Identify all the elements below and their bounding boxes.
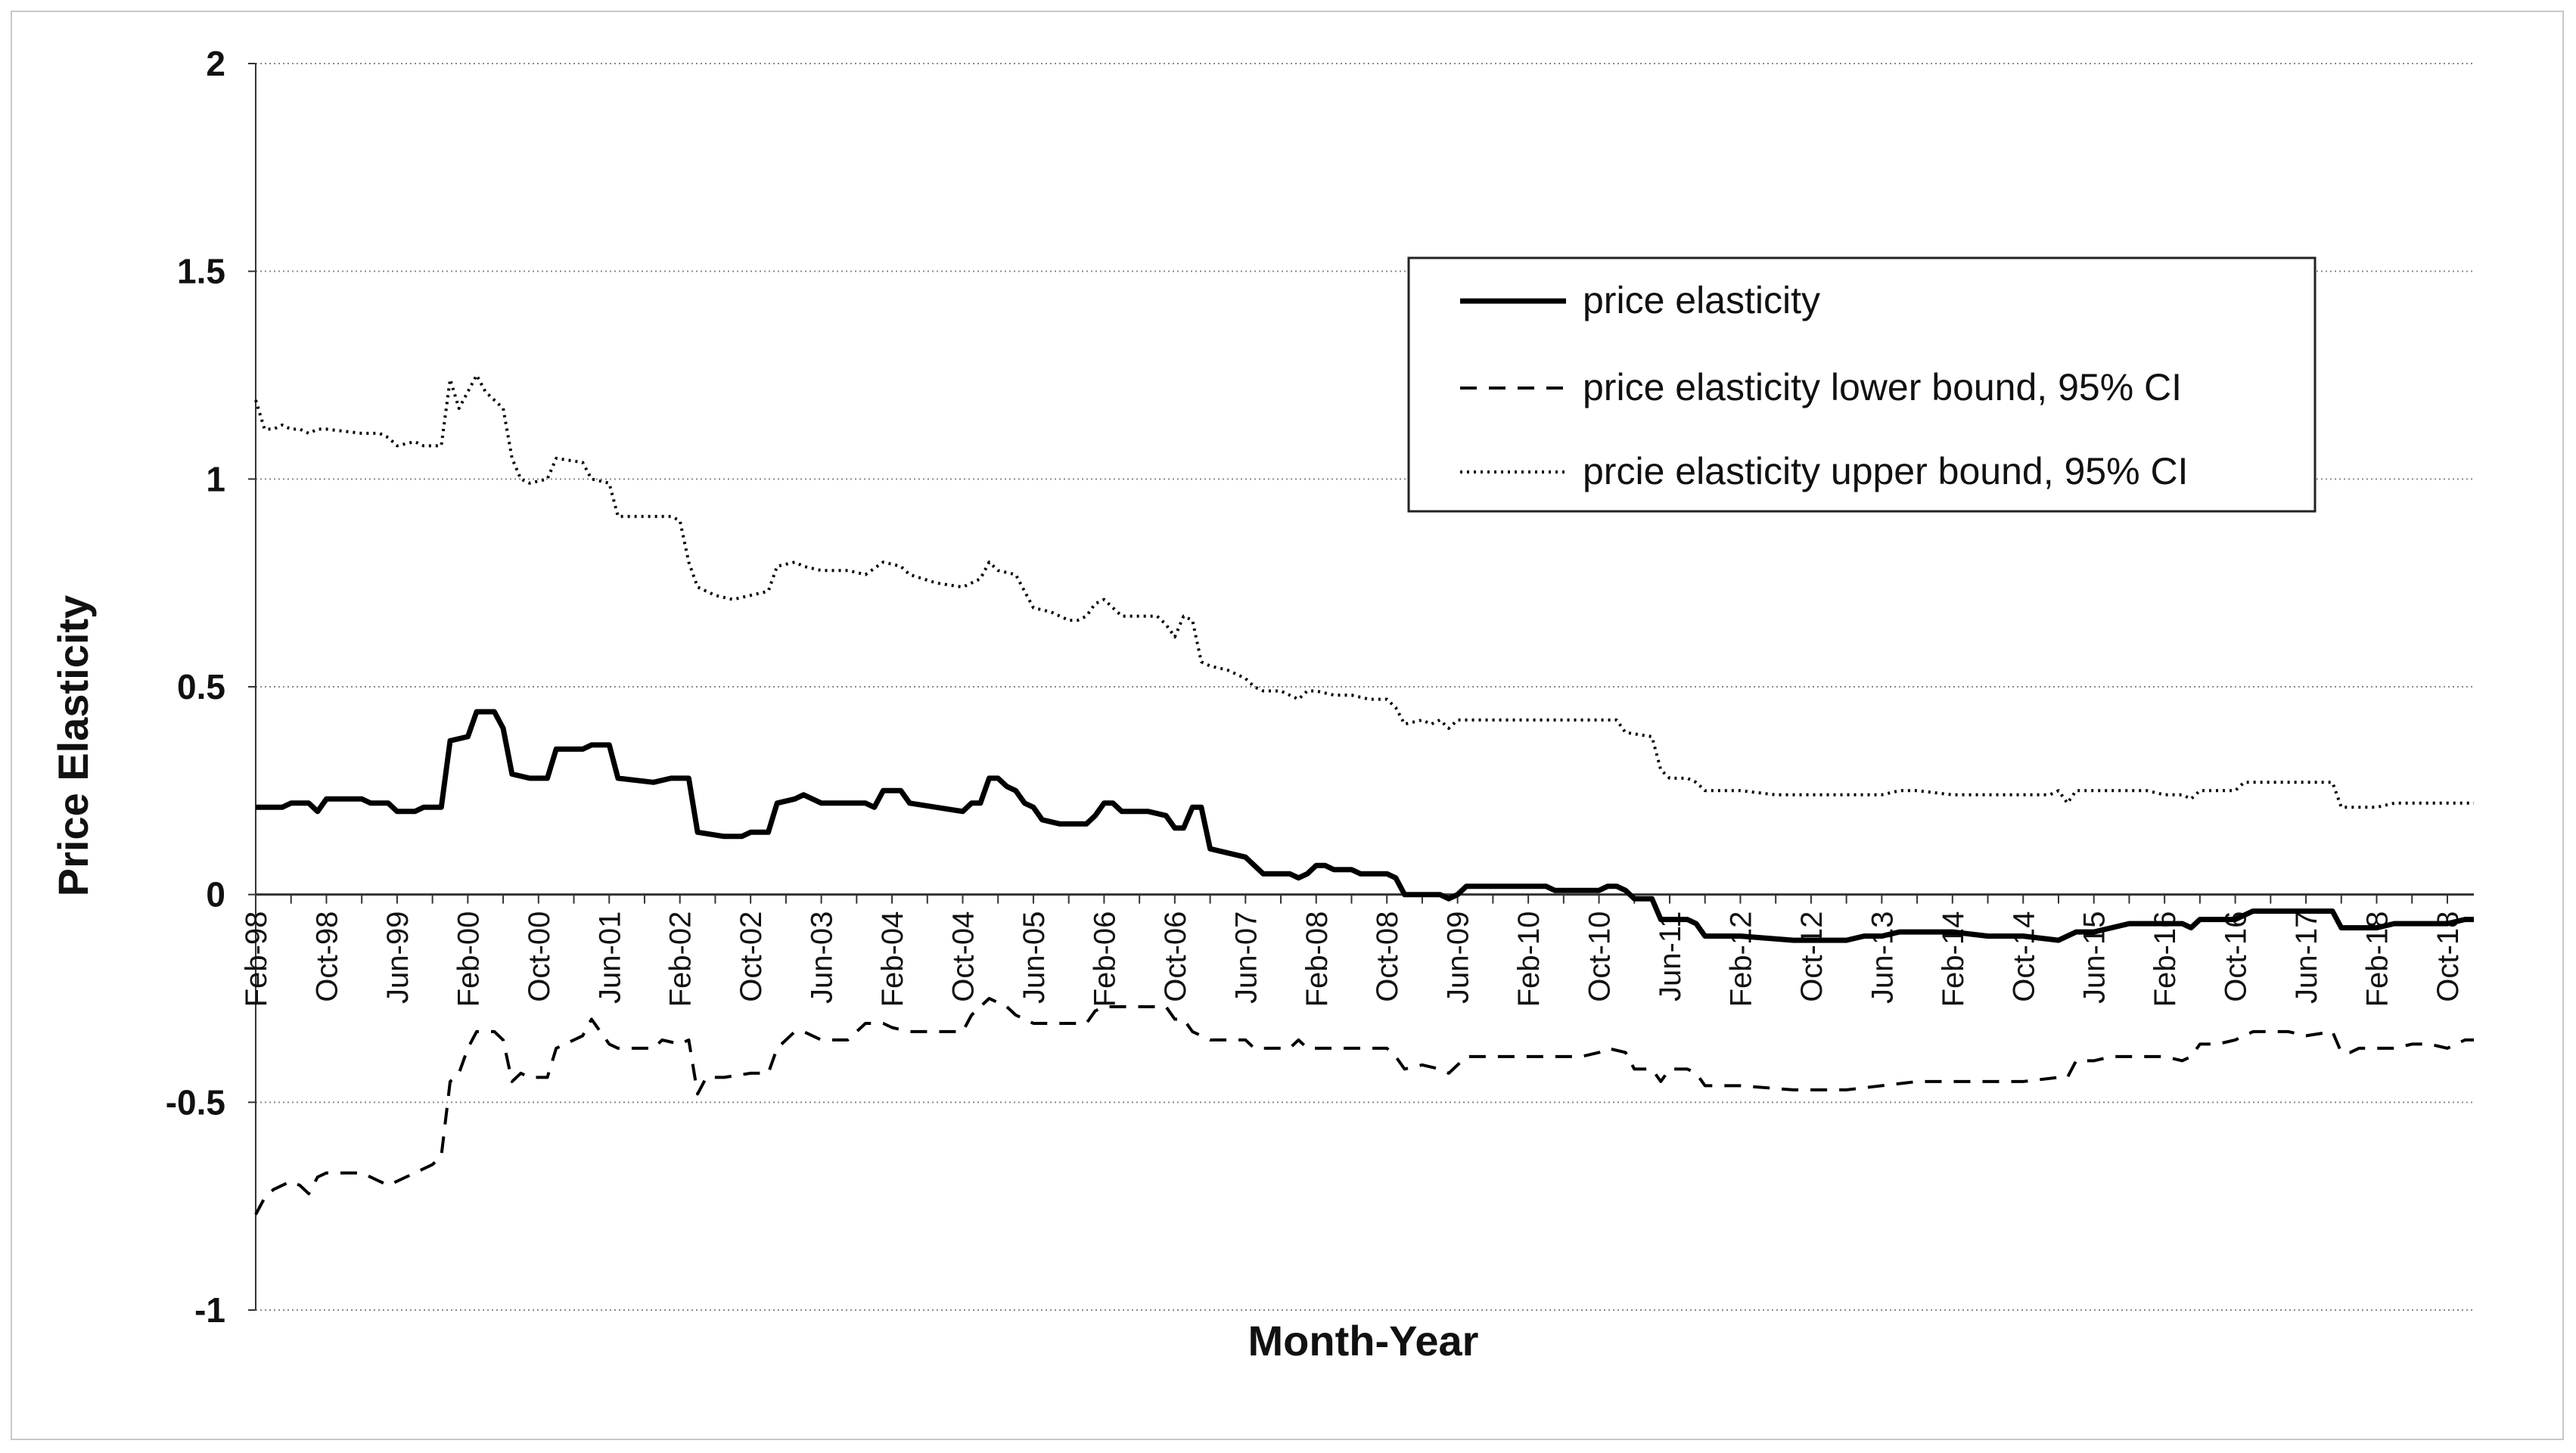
x-tick-label: Oct-12 <box>1795 911 1829 1002</box>
legend-label-lower-bound: price elasticity lower bound, 95% CI <box>1583 366 2182 408</box>
y-tick-label: 1 <box>206 459 225 498</box>
x-tick-label: Jun-05 <box>1018 911 1051 1004</box>
series-line-price-elasticity <box>256 709 2474 943</box>
x-tick-label: Feb-02 <box>664 911 698 1007</box>
series-line-lower-bound <box>254 997 2474 1215</box>
legend-label-upper-bound: prcie elasticity upper bound, 95% CI <box>1583 450 2188 492</box>
x-tick-label: Jun-03 <box>806 911 839 1004</box>
y-tick-label: 2 <box>206 44 225 83</box>
y-axis-title: Price Elasticity <box>49 595 97 896</box>
series-group <box>254 374 2474 1215</box>
x-tick-label: Oct-08 <box>1371 911 1404 1002</box>
y-tick-label: 1.5 <box>177 252 225 291</box>
x-tick-label: Feb-04 <box>876 911 909 1007</box>
x-tick-label: Oct-18 <box>2432 911 2465 1002</box>
x-tick-label: Jun-01 <box>593 911 626 1004</box>
x-axis-title: Month-Year <box>1248 1317 1479 1365</box>
x-tick-label: Jun-99 <box>381 911 415 1004</box>
x-tick-label: Oct-14 <box>2007 911 2040 1002</box>
x-tick-label: Oct-04 <box>947 911 980 1002</box>
x-tick-label: Feb-12 <box>1724 911 1757 1007</box>
x-axis: Feb-98 Oct-98 Jun-99 Feb-00 Oct-00 Jun-01 Feb-… <box>240 893 2474 1007</box>
y-tick-label: -1 <box>194 1290 225 1330</box>
x-tick-label: Oct-02 <box>735 911 768 1002</box>
x-tick-label: Feb-16 <box>2149 911 2182 1007</box>
x-tick-label: Jun-11 <box>1654 911 1687 1001</box>
y-tick-label: 0.5 <box>177 667 225 706</box>
legend: price elasticity price elasticity lower … <box>1407 256 2317 513</box>
line-chart: 2 1.5 1 0.5 0 -0.5 -1 Feb-98 Oct-98 Jun-99 Feb-00… <box>49 44 2474 1365</box>
x-tick-label: Jun-15 <box>2078 911 2111 1004</box>
x-tick-label: Oct-06 <box>1159 911 1192 1002</box>
x-tick-label: Jun-07 <box>1229 911 1263 1004</box>
x-tick-label: Feb-10 <box>1512 911 1546 1007</box>
x-tick-label: Feb-14 <box>1937 911 1970 1007</box>
x-tick-label: Feb-98 <box>240 911 273 1007</box>
x-tick-label: Jun-09 <box>1442 911 1475 1004</box>
x-tick-label: Oct-00 <box>523 911 556 1002</box>
x-tick-label: Feb-08 <box>1300 911 1334 1007</box>
x-tick-label: Feb-00 <box>452 911 485 1007</box>
y-tick-label: -0.5 <box>166 1082 225 1122</box>
gridlines <box>256 63 2474 1311</box>
y-tick-label: 0 <box>206 875 225 914</box>
x-tick-label: Jun-17 <box>2290 911 2323 1004</box>
x-tick-label: Oct-10 <box>1583 911 1617 1002</box>
x-tick-label: Jun-13 <box>1866 911 1899 1004</box>
legend-label-price-elasticity: price elasticity <box>1583 279 1820 321</box>
chart-frame: 2 1.5 1 0.5 0 -0.5 -1 Feb-98 Oct-98 Jun-99 Feb-00… <box>11 11 2564 1440</box>
y-axis: 2 1.5 1 0.5 0 -0.5 -1 <box>166 44 256 1330</box>
x-tick-label: Feb-06 <box>1088 911 1121 1007</box>
x-tick-label: Oct-16 <box>2220 911 2253 1002</box>
x-tick-label: Oct-98 <box>310 911 343 1002</box>
